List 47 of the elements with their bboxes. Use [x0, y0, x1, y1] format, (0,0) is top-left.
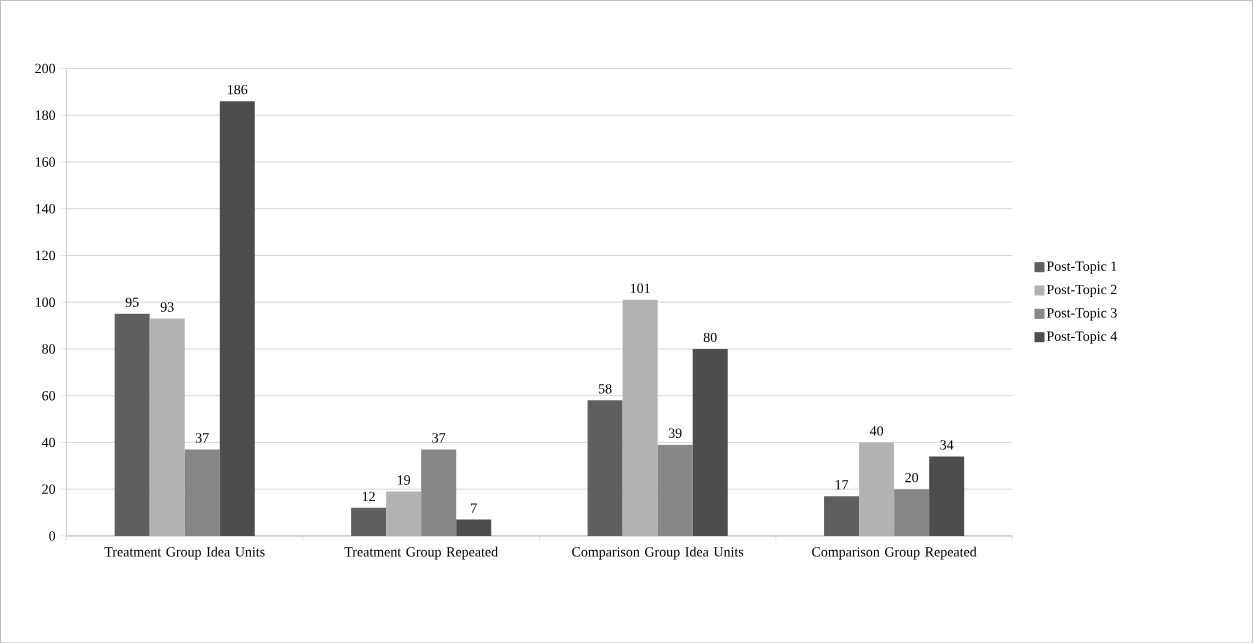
data-label: 93 — [160, 302, 174, 312]
x-tick-label: Comparison Group Repeated — [812, 546, 977, 560]
y-tick-label: 140 — [35, 203, 56, 214]
y-tick-label: 40 — [41, 437, 56, 447]
data-label: 186 — [228, 84, 248, 95]
y-tick-label: 120 — [35, 250, 56, 260]
data-label: 95 — [125, 297, 139, 307]
legend-label: Post-Topic 2 — [1046, 284, 1117, 297]
bar — [114, 313, 150, 536]
data-label: 19 — [397, 475, 411, 485]
legend-label: Post-Topic 1 — [1046, 261, 1117, 274]
x-tick-label: Comparison Group Idea Units — [572, 546, 744, 560]
data-label: 101 — [630, 283, 650, 293]
data-label: 17 — [835, 479, 849, 490]
legend-label: Post-Topic 4 — [1046, 331, 1118, 344]
bar — [456, 519, 492, 536]
y-tick-label: 0 — [49, 530, 56, 541]
data-label: 20 — [905, 472, 919, 483]
y-tick-label: 20 — [42, 484, 56, 494]
data-label: 40 — [869, 425, 884, 436]
bar — [149, 318, 185, 536]
data-label: 58 — [598, 383, 612, 394]
data-label: 37 — [432, 432, 446, 443]
y-tick-label: 200 — [35, 63, 56, 73]
bar — [692, 348, 728, 536]
bar — [929, 456, 965, 536]
bar — [622, 299, 658, 536]
y-tick-label: 60 — [42, 390, 56, 401]
bar — [219, 100, 255, 536]
x-tick-label: Treatment Group Idea Units — [104, 546, 265, 560]
y-tick-label: 180 — [35, 110, 56, 120]
bar — [824, 495, 860, 536]
bar — [587, 400, 623, 536]
data-label: 7 — [471, 503, 477, 513]
data-label: 39 — [668, 428, 682, 438]
data-label: 37 — [195, 432, 209, 443]
x-tick-label: Treatment Group Repeated — [344, 546, 498, 560]
bar — [386, 491, 422, 536]
bar — [351, 507, 387, 536]
y-tick-label: 80 — [42, 344, 56, 354]
y-tick-label: 160 — [35, 157, 56, 167]
legend-label: Post-Topic 3 — [1046, 307, 1117, 321]
data-label: 34 — [940, 440, 954, 450]
data-label: 80 — [703, 332, 717, 342]
y-tick-label: 100 — [35, 297, 56, 307]
data-label: 12 — [362, 491, 375, 501]
bar — [859, 442, 895, 536]
